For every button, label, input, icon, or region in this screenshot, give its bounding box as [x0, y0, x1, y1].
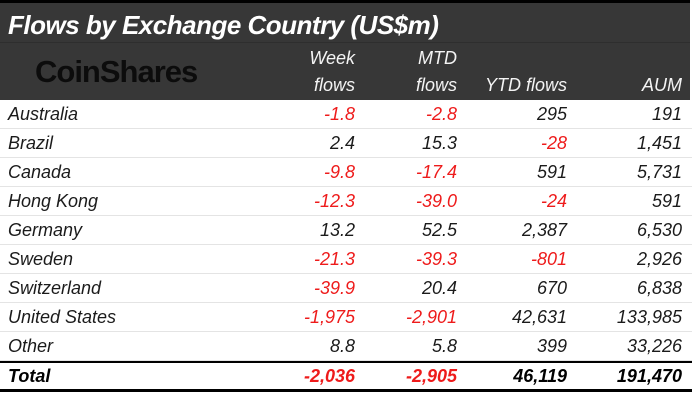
country-label: Canada — [8, 161, 72, 182]
column-header-mtd-flows: MTD flows — [355, 43, 457, 100]
mtd-flows-value: -2.8 — [425, 103, 457, 124]
table-row-hong-kong: Hong Kong -12.3 -39.0 -24 591 — [0, 187, 692, 216]
week-flows-value: 2.4 — [329, 132, 355, 153]
table-row-brazil: Brazil 2.4 15.3 -28 1,451 — [0, 129, 692, 158]
aum-value: 5,731 — [636, 161, 682, 182]
mtd-flows-value: -2,901 — [405, 306, 457, 327]
aum-value: 591 — [651, 190, 682, 211]
column-header-ytd-label: YTD flows — [484, 75, 567, 95]
column-header-week-flows: Week flows — [247, 43, 355, 100]
country-label: Hong Kong — [8, 190, 99, 211]
aum-value: 6,530 — [636, 219, 682, 240]
mtd-flows-value: 5.8 — [431, 335, 457, 356]
mtd-flows-value: -39.0 — [415, 190, 457, 211]
aum-value: 6,838 — [636, 277, 682, 298]
mtd-flows-value: -17.4 — [415, 161, 457, 182]
week-flows-value: 13.2 — [319, 219, 355, 240]
aum-value: 33,226 — [626, 335, 682, 356]
column-header-week-line1: Week — [309, 48, 355, 68]
table-row-united-states: United States -1,975 -2,901 42,631 133,9… — [0, 303, 692, 332]
aum-value: 1,451 — [636, 132, 682, 153]
ytd-flows-value: -28 — [540, 132, 567, 153]
column-header-mtd-line2: flows — [415, 75, 457, 95]
aum-value: 133,985 — [616, 306, 682, 327]
coinshares-logo: CoinShares — [0, 43, 247, 100]
country-label: Brazil — [8, 132, 54, 153]
column-header-aum-label: AUM — [642, 75, 682, 95]
table-row-total: Total -2,036 -2,905 46,119 191,470 — [0, 361, 692, 392]
coinshares-logo-text: CoinShares — [35, 53, 198, 89]
table-row-australia: Australia -1.8 -2.8 295 191 — [0, 100, 692, 129]
table-header: Flows by Exchange Country (US$m) CoinSha… — [0, 0, 690, 100]
mtd-flows-value: 20.4 — [421, 277, 457, 298]
ytd-flows-value: -24 — [540, 190, 567, 211]
aum-value: 191 — [651, 103, 682, 124]
week-flows-value: -1,975 — [303, 306, 355, 327]
ytd-flows-value: -801 — [530, 248, 567, 269]
ytd-flows-value: 295 — [536, 103, 567, 124]
mtd-flows-value: -39.3 — [415, 248, 457, 269]
column-header-week-line2: flows — [313, 75, 355, 95]
table-row-canada: Canada -9.8 -17.4 591 5,731 — [0, 158, 692, 187]
column-header-ytd-flows: YTD flows — [457, 43, 567, 100]
total-aum-value: 191,470 — [616, 365, 682, 386]
country-label: Australia — [8, 103, 79, 124]
week-flows-value: -9.8 — [323, 161, 355, 182]
total-label: Total — [8, 365, 51, 386]
mtd-flows-value: 15.3 — [421, 132, 457, 153]
country-label: Sweden — [8, 248, 74, 269]
column-header-row: CoinShares Week flows MTD flows YTD flow… — [0, 43, 690, 100]
ytd-flows-value: 670 — [536, 277, 567, 298]
week-flows-value: -12.3 — [313, 190, 355, 211]
country-label: Other — [8, 335, 54, 356]
column-header-aum: AUM — [567, 43, 692, 100]
ytd-flows-value: 591 — [536, 161, 567, 182]
ytd-flows-value: 2,387 — [521, 219, 567, 240]
table-row-germany: Germany 13.2 52.5 2,387 6,530 — [0, 216, 692, 245]
total-ytd-flows-value: 46,119 — [513, 365, 567, 386]
ytd-flows-value: 399 — [536, 335, 567, 356]
column-header-mtd-line1: MTD — [418, 48, 457, 68]
country-label: Germany — [8, 219, 83, 240]
page-title: Flows by Exchange Country (US$m) — [0, 3, 690, 43]
mtd-flows-value: 52.5 — [421, 219, 457, 240]
country-label: United States — [8, 306, 117, 327]
week-flows-value: -1.8 — [323, 103, 355, 124]
table-body: Australia -1.8 -2.8 295 191 Brazil 2.4 1… — [0, 100, 692, 392]
table-row-switzerland: Switzerland -39.9 20.4 670 6,838 — [0, 274, 692, 303]
table-row-sweden: Sweden -21.3 -39.3 -801 2,926 — [0, 245, 692, 274]
week-flows-value: 8.8 — [329, 335, 355, 356]
total-week-flows-value: -2,036 — [303, 365, 355, 386]
ytd-flows-value: 42,631 — [511, 306, 567, 327]
week-flows-value: -21.3 — [313, 248, 355, 269]
country-label: Switzerland — [8, 277, 102, 298]
aum-value: 2,926 — [636, 248, 682, 269]
table-row-other: Other 8.8 5.8 399 33,226 — [0, 332, 692, 361]
total-mtd-flows-value: -2,905 — [405, 365, 457, 386]
week-flows-value: -39.9 — [313, 277, 355, 298]
